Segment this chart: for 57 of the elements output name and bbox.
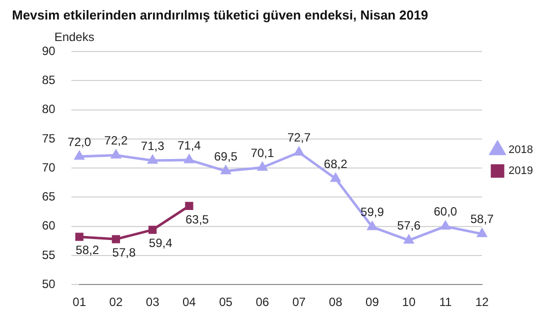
point (258, 162, 268, 171)
data-label: 57,6 (397, 218, 421, 233)
point (294, 147, 304, 156)
point (404, 235, 414, 244)
x-tick-label: 01 (72, 295, 86, 310)
point (221, 166, 230, 174)
x-tick-label: 04 (182, 295, 196, 310)
point (477, 228, 487, 238)
x-tick-label: 05 (219, 295, 233, 310)
data-label: 68,2 (324, 156, 348, 171)
y-tick-label: 65 (42, 190, 56, 204)
x-tick-label: 09 (366, 295, 380, 310)
point (330, 173, 340, 182)
data-label: 71,4 (177, 138, 202, 152)
chart-title: Mevsim etkilerinden arındırılmış tüketici güven endeksi, Nisan 2019 (12, 7, 428, 22)
y-tick-label: 75 (42, 131, 56, 146)
data-label: 58,2 (76, 243, 100, 258)
point (184, 154, 194, 164)
y-tick-label: 60 (42, 218, 56, 233)
point (112, 235, 120, 244)
data-label: 70,1 (250, 146, 274, 160)
data-label: 59,9 (360, 205, 384, 220)
point (367, 222, 377, 230)
data-label: 71,3 (140, 138, 165, 153)
data-label: 72,2 (104, 134, 128, 148)
point (148, 226, 157, 234)
y-tick-label: 90 (42, 44, 56, 58)
y-tick-label: 85 (42, 73, 56, 88)
x-tick-label: 07 (292, 295, 306, 310)
data-label: 63,5 (185, 212, 210, 226)
point (74, 151, 84, 160)
x-tick-label: 02 (109, 295, 123, 310)
data-label: 69,5 (214, 149, 238, 164)
point (440, 221, 450, 230)
x-tick-label: 08 (328, 295, 343, 310)
y-tick-label: 55 (42, 248, 56, 262)
data-label: 57,8 (112, 245, 136, 260)
data-label: 58,7 (470, 212, 494, 226)
point (185, 202, 194, 210)
data-label: 72,7 (287, 130, 311, 145)
x-tick-label: 06 (256, 295, 270, 310)
y-tick-label: 70 (42, 160, 56, 174)
legend-label: 2019 (508, 165, 534, 178)
x-tick-label: 03 (146, 295, 160, 310)
x-tick-label: 11 (439, 295, 452, 310)
point (75, 232, 84, 241)
point (111, 150, 121, 159)
data-label: 59,4 (148, 236, 173, 250)
point (148, 155, 158, 164)
y-axis-title: Endeks (54, 30, 94, 44)
y-tick-label: 50 (42, 276, 56, 291)
legend-label: 2018 (508, 144, 534, 156)
data-label: 72,0 (68, 134, 92, 149)
data-label: 60,0 (434, 204, 458, 219)
x-tick-label: 12 (475, 295, 490, 310)
x-tick-label: 10 (402, 295, 416, 310)
y-tick-label: 80 (42, 102, 56, 116)
